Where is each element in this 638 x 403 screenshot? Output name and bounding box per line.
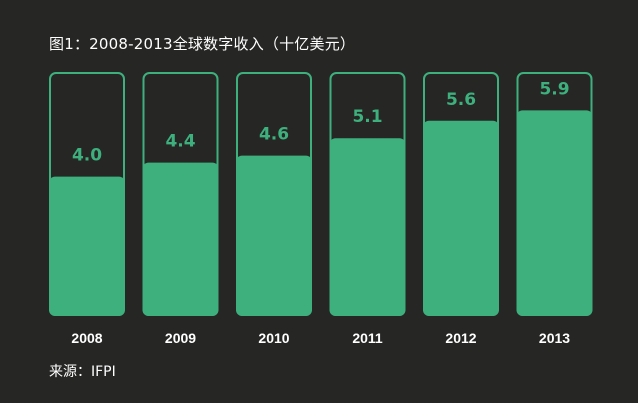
bar-value-label: 5.1 — [352, 107, 382, 127]
bar-group-2013: 5.9 2013 — [516, 72, 593, 346]
bar-value-label: 5.9 — [539, 79, 569, 99]
bar — [423, 120, 499, 316]
source-note: 来源：IFPI — [49, 364, 116, 380]
chart-title: 图1：2008-2013全球数字收入（十亿美元） — [49, 35, 356, 53]
bar-value-label: 4.4 — [165, 132, 195, 152]
bar-group-2012: 5.6 2012 — [423, 72, 499, 346]
bar — [49, 176, 125, 316]
x-tick-label: 2010 — [258, 330, 289, 346]
bar-group-2010: 4.6 2010 — [236, 72, 312, 346]
bar — [516, 110, 593, 316]
bar-group-2009: 4.4 2009 — [142, 72, 219, 346]
x-tick-label: 2012 — [445, 330, 476, 346]
x-tick-label: 2013 — [539, 330, 570, 346]
bar-group-2008: 4.0 2008 — [49, 72, 125, 346]
bar-value-label: 4.6 — [259, 125, 289, 145]
bar — [329, 138, 406, 316]
bar — [236, 155, 312, 316]
x-tick-label: 2008 — [71, 330, 102, 346]
bar — [142, 162, 219, 316]
bar-value-label: 4.0 — [72, 146, 102, 166]
bar-group-2011: 5.1 2011 — [329, 72, 406, 346]
x-tick-label: 2011 — [352, 330, 383, 346]
x-tick-label: 2009 — [165, 330, 196, 346]
bar-value-label: 5.6 — [446, 90, 476, 110]
